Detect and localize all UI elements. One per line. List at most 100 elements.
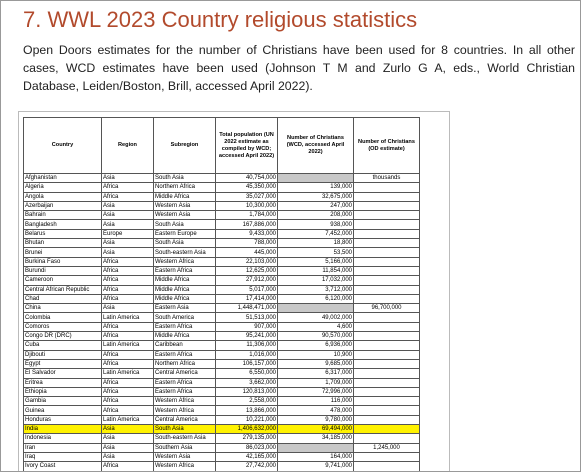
table-cell: Asia — [101, 423, 154, 435]
table-cell: Western Africa — [153, 256, 216, 267]
table-cell: South Asia — [153, 423, 216, 435]
table-cell: 10,900 — [277, 349, 354, 360]
table-row: Ethiopia Africa Eastern Africa 120,813,000 7… — [23, 386, 420, 398]
table-cell: South Asia — [153, 219, 216, 230]
table-cell: Africa — [101, 284, 154, 295]
table-row: Brunei Asia South-eastern Asia 445,000 53,50… — [23, 247, 420, 258]
table-cell: Asia — [101, 247, 154, 258]
table-cell: 478,000 — [277, 405, 354, 416]
table-cell: 96,700,000 — [353, 303, 420, 314]
table-row: Egypt Africa Northern Africa 106,157,000 9,6… — [23, 358, 420, 370]
table-row: Azerbaijan Asia Western Asia 10,300,000 247,… — [23, 200, 420, 212]
table-cell: Africa — [101, 386, 154, 398]
table-cell: 1,406,632,000 — [215, 423, 278, 435]
table-row: Algeria Africa Northern Africa 45,350,000 13… — [23, 182, 420, 193]
table-cell: Middle Africa — [153, 331, 216, 342]
table-row: Cameroon Africa Middle Africa 27,912,000 17,… — [23, 275, 420, 286]
table-cell — [353, 219, 420, 230]
table-cell: Afghanistan — [23, 172, 102, 184]
table-row: Honduras Latin America Central America 10,2… — [23, 414, 420, 426]
table-cell: 18,800 — [277, 238, 354, 249]
table-cell — [353, 321, 420, 333]
table-cell — [353, 210, 420, 221]
table-cell: South Asia — [153, 238, 216, 249]
column-header: Region — [101, 117, 154, 174]
table-cell: Eastern Africa — [153, 265, 216, 277]
table-cell — [353, 191, 420, 202]
table-cell: 4,600 — [277, 321, 354, 333]
table-cell: Belarus — [23, 228, 102, 240]
table-cell: 139,000 — [277, 182, 354, 193]
table-cell: Angola — [23, 191, 102, 202]
table-cell: Iran — [23, 442, 102, 453]
table-cell: Western Africa — [153, 396, 216, 407]
table-cell: 3,712,000 — [277, 284, 354, 295]
table-cell: 72,996,000 — [277, 386, 354, 398]
table-cell: thousands — [353, 172, 420, 184]
table-row: China Asia Eastern Asia 1,448,471,000 96,700… — [23, 303, 420, 314]
table-row: Eritrea Africa Eastern Africa 3,662,000 1,70… — [23, 377, 420, 388]
table-cell: 279,135,000 — [215, 433, 278, 444]
table-cell: Egypt — [23, 358, 102, 370]
table-cell: 120,813,000 — [215, 386, 278, 398]
table-cell — [353, 349, 420, 360]
table-cell: 9,433,000 — [215, 228, 278, 240]
statistics-table: Country Region Subregion Total population (… — [23, 117, 420, 471]
table-cell: 34,185,000 — [277, 433, 354, 444]
table-cell — [353, 247, 420, 258]
column-header: Number of Christians (OD estimate) — [353, 117, 420, 174]
table-cell: Cuba — [23, 340, 102, 351]
table-cell: Eastern Africa — [153, 377, 216, 388]
table-cell: 6,936,000 — [277, 340, 354, 351]
table-cell: 11,306,000 — [215, 340, 278, 351]
table-cell: Bangladesh — [23, 219, 102, 230]
title: 7. WWL 2023 Country religious statistics — [23, 7, 418, 32]
table-cell: Asia — [101, 442, 154, 453]
table-cell: Djibouti — [23, 349, 102, 360]
table-cell: Comoros — [23, 321, 102, 333]
table-cell: Western Asia — [153, 200, 216, 212]
table-row: Ivory Coast Africa Western Africa 27,742,00… — [23, 461, 420, 471]
table-cell: Africa — [101, 358, 154, 370]
table-cell: 938,000 — [277, 219, 354, 230]
table-cell: Azerbaijan — [23, 200, 102, 212]
table-cell: India — [23, 423, 102, 435]
table-cell: 86,023,000 — [215, 442, 278, 453]
table-cell: 5,017,000 — [215, 284, 278, 295]
table-cell: 17,414,000 — [215, 293, 278, 305]
table-cell: Colombia — [23, 312, 102, 323]
table-cell: Algeria — [23, 182, 102, 193]
column-header: Country — [23, 117, 102, 174]
table-cell: Western Asia — [153, 451, 216, 463]
table-cell: South-eastern Asia — [153, 247, 216, 258]
table-cell: 247,000 — [277, 200, 354, 212]
table-row: Burkina Faso Africa Western Africa 22,103,0… — [23, 256, 420, 267]
table-cell: Western Africa — [153, 461, 216, 471]
table-cell: 1,448,471,000 — [215, 303, 278, 314]
table-cell — [353, 200, 420, 212]
table-cell: 12,625,000 — [215, 265, 278, 277]
table-cell: Asia — [101, 172, 154, 184]
table-cell: 788,000 — [215, 238, 278, 249]
table-cell: Latin America — [101, 340, 154, 351]
table-cell: 106,157,000 — [215, 358, 278, 370]
table-cell: Eritrea — [23, 377, 102, 388]
table-cell: 10,221,000 — [215, 414, 278, 426]
table-cell: 6,550,000 — [215, 368, 278, 379]
table-cell — [353, 414, 420, 426]
table-cell: Honduras — [23, 414, 102, 426]
table-cell: Bahrain — [23, 210, 102, 221]
table-cell: 5,166,000 — [277, 256, 354, 267]
table-cell — [353, 238, 420, 249]
table-cell: Africa — [101, 191, 154, 202]
table-row: India Asia South Asia 1,406,632,000 69,494,0… — [23, 423, 420, 435]
table-cell: Eastern Africa — [153, 321, 216, 333]
table-cell: El Salvador — [23, 368, 102, 379]
header-row: Country Region Subregion Total population (… — [23, 117, 420, 174]
table-row: Guinea Africa Western Africa 13,866,000 478,… — [23, 405, 420, 416]
table-cell: Latin America — [101, 414, 154, 426]
table-cell: 164,000 — [277, 451, 354, 463]
table-cell: 17,032,000 — [277, 275, 354, 286]
table-cell: 45,350,000 — [215, 182, 278, 193]
table-row: Central African Republic Africa Middle Afr… — [23, 284, 420, 295]
